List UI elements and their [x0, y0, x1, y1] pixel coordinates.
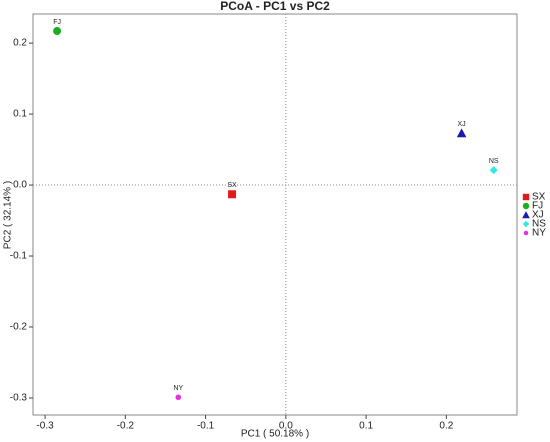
x-tick-label: -0.3	[36, 421, 54, 432]
y-tick-label: -0.1	[10, 251, 28, 262]
legend-marker	[522, 211, 530, 219]
legend-marker	[522, 193, 530, 201]
legend-marker	[523, 230, 529, 236]
legend-label: NS	[532, 219, 546, 230]
x-tick-label: 0.2	[439, 421, 453, 432]
plot-frame	[32, 13, 518, 416]
legend-label: FJ	[532, 201, 543, 212]
legend-marker	[522, 202, 530, 210]
point-label: NS	[489, 158, 499, 165]
y-tick-label: -0.2	[10, 322, 28, 333]
x-tick-label: -0.1	[197, 421, 215, 432]
point	[489, 166, 498, 175]
x-tick-label: -0.2	[117, 421, 135, 432]
x-axis-label: PC1 ( 50.18% )	[241, 429, 309, 440]
point-label: NY	[173, 385, 183, 392]
legend-label: NY	[532, 228, 546, 239]
y-axis-label: PC2 ( 32.14% )	[3, 181, 14, 249]
y-tick-label: -0.3	[10, 393, 28, 404]
legend-label: XJ	[532, 210, 544, 221]
point	[456, 128, 467, 138]
legend-label: SX	[532, 192, 546, 203]
point-label: FJ	[53, 19, 61, 26]
point-label: XJ	[458, 121, 466, 128]
legend-marker	[522, 220, 530, 228]
point	[175, 394, 182, 401]
x-tick-label: 0.0	[279, 421, 293, 432]
x-tick-label: 0.1	[359, 421, 373, 432]
point	[228, 190, 237, 199]
point-label: SX	[227, 182, 237, 189]
chart-title: PCoA - PC1 vs PC2	[220, 0, 330, 13]
y-tick-label: 0.0	[13, 180, 27, 191]
y-tick-label: 0.2	[13, 38, 27, 49]
y-tick-label: 0.1	[13, 109, 27, 120]
point	[53, 27, 62, 36]
